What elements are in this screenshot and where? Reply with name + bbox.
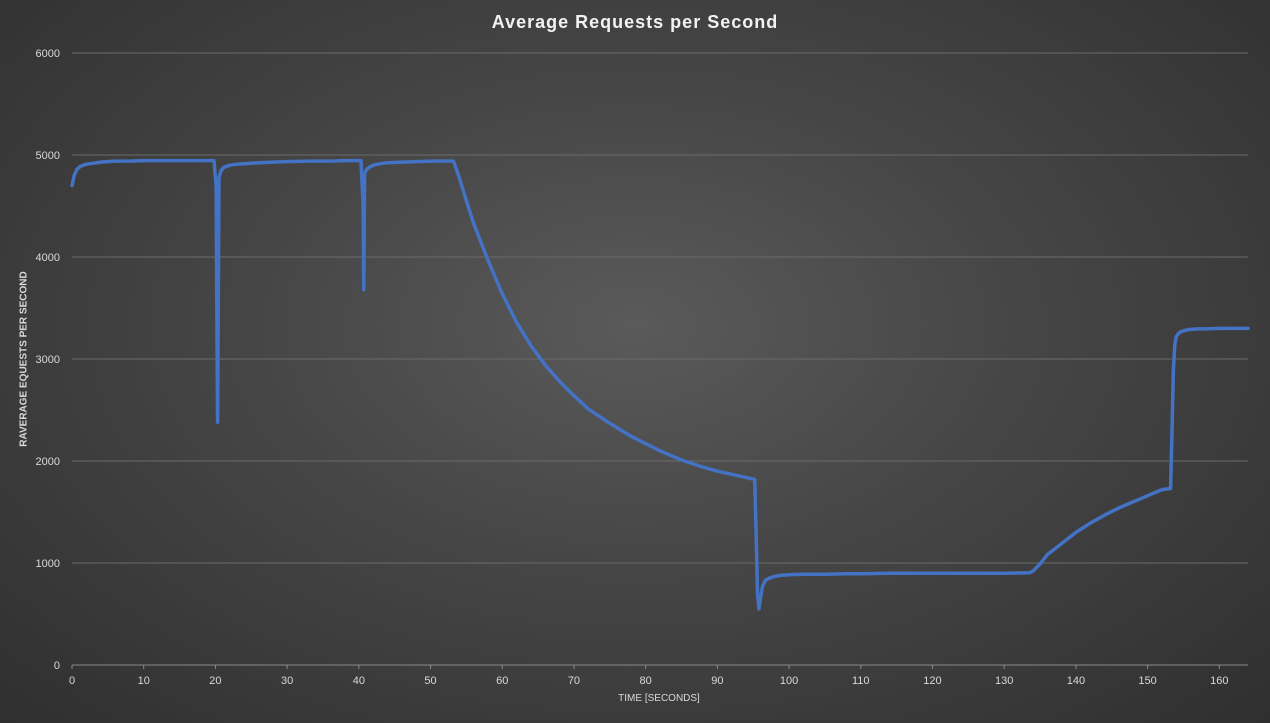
y-tick-label: 3000 <box>36 354 60 366</box>
gridlines <box>72 52 1248 564</box>
x-tick-label: 40 <box>353 675 365 687</box>
x-tick-label: 80 <box>640 675 652 687</box>
x-tick-label: 160 <box>1210 675 1228 687</box>
x-tick-label: 150 <box>1138 675 1156 687</box>
x-tick-label: 140 <box>1067 675 1085 687</box>
x-tick-label: 110 <box>852 675 870 687</box>
axes <box>71 664 1248 669</box>
series-line <box>70 158 1250 611</box>
x-tick-label: 10 <box>138 675 150 687</box>
x-tick-label: 50 <box>424 675 436 687</box>
y-tick-label: 2000 <box>36 456 60 468</box>
y-tick-label: 5000 <box>36 150 60 162</box>
y-tick-label: 1000 <box>36 558 60 570</box>
series-group <box>70 158 1250 611</box>
x-axis-title: TIME [SECONDS] <box>618 693 700 704</box>
chart-title: Average Requests per Second <box>491 12 779 32</box>
y-tick-label: 6000 <box>36 48 60 60</box>
x-tick-label: 60 <box>496 675 508 687</box>
x-tick-label: 70 <box>568 675 580 687</box>
x-tick-label: 30 <box>281 675 293 687</box>
x-tick-label: 20 <box>209 675 221 687</box>
x-tick-label: 100 <box>780 675 798 687</box>
y-tick-label: 0 <box>54 660 60 672</box>
x-tick-label: 90 <box>711 675 723 687</box>
x-tick-label: 120 <box>923 675 941 687</box>
tick-labels: 0 1000 2000 3000 4000 5000 6000 0 10 20 30 40 50 60 70… <box>36 48 1229 687</box>
y-tick-label: 4000 <box>36 252 60 264</box>
x-tick-label: 0 <box>69 675 75 687</box>
x-tick-label: 130 <box>995 675 1013 687</box>
